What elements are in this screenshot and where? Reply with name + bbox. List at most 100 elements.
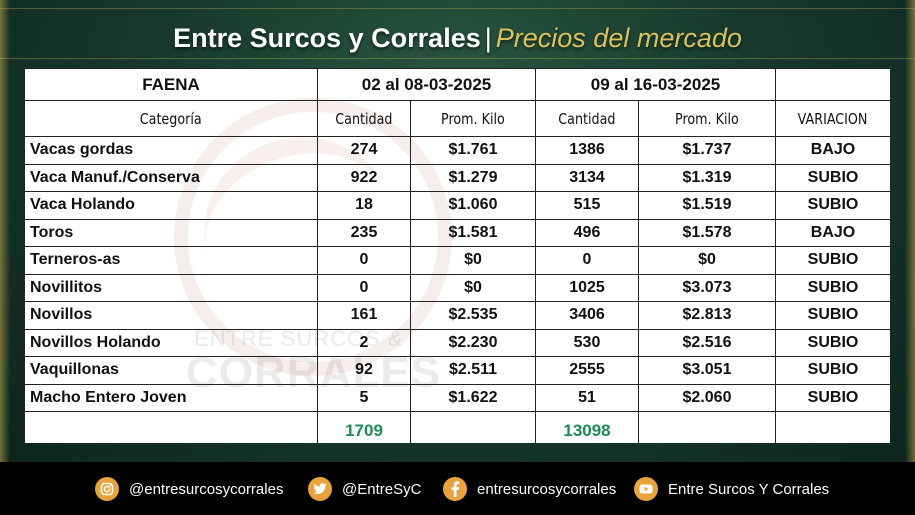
price-table-container: ENTRE SURCOS & CORRALES FAENA 02 al 08-0…: [24, 68, 890, 443]
twitter-icon: [308, 477, 332, 501]
youtube-link[interactable]: Entre Surcos Y Corrales: [634, 477, 829, 501]
row-variacion: SUBIO: [775, 356, 890, 385]
row-variacion: SUBIO: [775, 163, 890, 192]
decorative-line: [0, 8, 915, 9]
row-cantidad-1: 0: [317, 246, 411, 275]
table-row: Vacas gordas 274 $1.761 1386 $1.737 BAJO: [24, 136, 890, 165]
table-row: Vaca Manuf./Conserva 922 $1.279 3134 $1.319 S…: [24, 163, 890, 192]
table-header-row: FAENA 02 al 08-03-2025 09 al 16-03-2025: [24, 68, 890, 101]
faena-header: FAENA: [24, 68, 318, 101]
table-row: Vaquillonas 92 $2.511 2555 $3.051 SUBIO: [24, 356, 890, 385]
table-row: Terneros-as 0 $0 0 $0 SUBIO: [24, 246, 890, 275]
period1-header: 02 al 08-03-2025: [317, 68, 536, 101]
row-cantidad-1: 0: [317, 273, 411, 302]
facebook-handle: entresurcosycorrales: [477, 480, 617, 498]
table-row: Macho Entero Joven 5 $1.622 51 $2.060 SUBIO: [24, 383, 890, 412]
total-cantidad-1: 1709: [317, 411, 411, 443]
table-row: Novillos 161 $2.535 3406 $2.813 SUBIO: [24, 301, 890, 330]
row-categoria: Vaca Manuf./Conserva: [24, 163, 318, 192]
row-categoria: Novillitos: [24, 273, 318, 302]
total-empty-cell: [775, 411, 890, 443]
row-cantidad-1: 274: [317, 136, 411, 165]
row-cantidad-1: 161: [317, 301, 411, 330]
row-prom-kilo-1: $0: [410, 246, 536, 275]
row-cantidad-2: 515: [535, 191, 639, 220]
row-cantidad-1: 92: [317, 356, 411, 385]
row-cantidad-2: 1386: [535, 136, 639, 165]
row-cantidad-2: 51: [535, 383, 639, 412]
col-cantidad-1: Cantidad: [317, 100, 411, 137]
row-prom-kilo-1: $1.761: [410, 136, 536, 165]
col-prom-kilo-1: Prom. Kilo: [410, 100, 536, 137]
total-empty-cell: [410, 411, 536, 443]
row-cantidad-2: 496: [535, 218, 639, 247]
table-row: Toros 235 $1.581 496 $1.578 BAJO: [24, 218, 890, 247]
row-variacion: BAJO: [775, 136, 890, 165]
col-cantidad-2: Cantidad: [535, 100, 639, 137]
row-prom-kilo-1: $1.581: [410, 218, 536, 247]
row-prom-kilo-1: $0: [410, 273, 536, 302]
row-prom-kilo-2: $2.813: [638, 301, 776, 330]
row-categoria: Macho Entero Joven: [24, 383, 318, 412]
empty-header-cell: [775, 68, 890, 101]
facebook-icon: [443, 477, 467, 501]
title-main: Entre Surcos y Corrales: [173, 23, 481, 53]
row-cantidad-1: 922: [317, 163, 411, 192]
twitter-handle: @EntreSyC: [342, 480, 422, 498]
decorative-line: [0, 58, 915, 59]
instagram-icon: [95, 477, 119, 501]
row-variacion: SUBIO: [775, 191, 890, 220]
row-cantidad-1: 5: [317, 383, 411, 412]
price-table: FAENA 02 al 08-03-2025 09 al 16-03-2025 …: [24, 68, 890, 443]
facebook-link[interactable]: entresurcosycorrales: [443, 477, 616, 501]
row-prom-kilo-1: $1.622: [410, 383, 536, 412]
row-categoria: Novillos Holando: [24, 328, 318, 357]
row-categoria: Novillos: [24, 301, 318, 330]
period2-header: 09 al 16-03-2025: [535, 68, 776, 101]
row-categoria: Toros: [24, 218, 318, 247]
row-prom-kilo-1: $2.230: [410, 328, 536, 357]
row-prom-kilo-2: $1.519: [638, 191, 776, 220]
row-cantidad-2: 3134: [535, 163, 639, 192]
instagram-link[interactable]: @entresurcosycorrales: [95, 477, 283, 501]
row-variacion: SUBIO: [775, 383, 890, 412]
instagram-handle: @entresurcosycorrales: [129, 480, 284, 498]
row-variacion: SUBIO: [775, 246, 890, 275]
row-prom-kilo-2: $2.516: [638, 328, 776, 357]
title-separator: |: [484, 23, 492, 53]
twitter-link[interactable]: @EntreSyC: [308, 477, 421, 501]
table-subheader-row: Categoría Cantidad Prom. Kilo Cantidad P…: [24, 100, 890, 137]
total-empty-cell: [638, 411, 776, 443]
total-label-cell: [24, 411, 318, 443]
row-cantidad-2: 3406: [535, 301, 639, 330]
row-prom-kilo-1: $2.535: [410, 301, 536, 330]
total-cantidad-2: 13098: [535, 411, 639, 443]
row-cantidad-1: 18: [317, 191, 411, 220]
row-cantidad-2: 2555: [535, 356, 639, 385]
row-variacion: SUBIO: [775, 328, 890, 357]
row-prom-kilo-1: $1.279: [410, 163, 536, 192]
row-prom-kilo-2: $2.060: [638, 383, 776, 412]
row-cantidad-2: 0: [535, 246, 639, 275]
row-cantidad-1: 2: [317, 328, 411, 357]
row-categoria: Terneros-as: [24, 246, 318, 275]
row-prom-kilo-1: $2.511: [410, 356, 536, 385]
row-prom-kilo-2: $1.578: [638, 218, 776, 247]
col-prom-kilo-2: Prom. Kilo: [638, 100, 776, 137]
row-prom-kilo-1: $1.060: [410, 191, 536, 220]
title-subtitle: Precios del mercado: [495, 23, 742, 53]
social-footer: @entresurcosycorrales @EntreSyC entresur…: [0, 462, 915, 515]
row-cantidad-1: 235: [317, 218, 411, 247]
youtube-channel: Entre Surcos Y Corrales: [668, 480, 830, 498]
table-row: Novillos Holando 2 $2.230 530 $2.516 SUBIO: [24, 328, 890, 357]
row-prom-kilo-2: $3.073: [638, 273, 776, 302]
row-variacion: SUBIO: [775, 273, 890, 302]
table-total-row: 1709 13098: [24, 411, 890, 443]
table-row: Vaca Holando 18 $1.060 515 $1.519 SUBIO: [24, 191, 890, 220]
row-prom-kilo-2: $3.051: [638, 356, 776, 385]
col-variacion: VARIACION: [775, 100, 890, 137]
row-cantidad-2: 530: [535, 328, 639, 357]
row-variacion: BAJO: [775, 218, 890, 247]
youtube-icon: [634, 477, 658, 501]
page-title: Entre Surcos y Corrales | Precios del merc…: [0, 22, 915, 54]
